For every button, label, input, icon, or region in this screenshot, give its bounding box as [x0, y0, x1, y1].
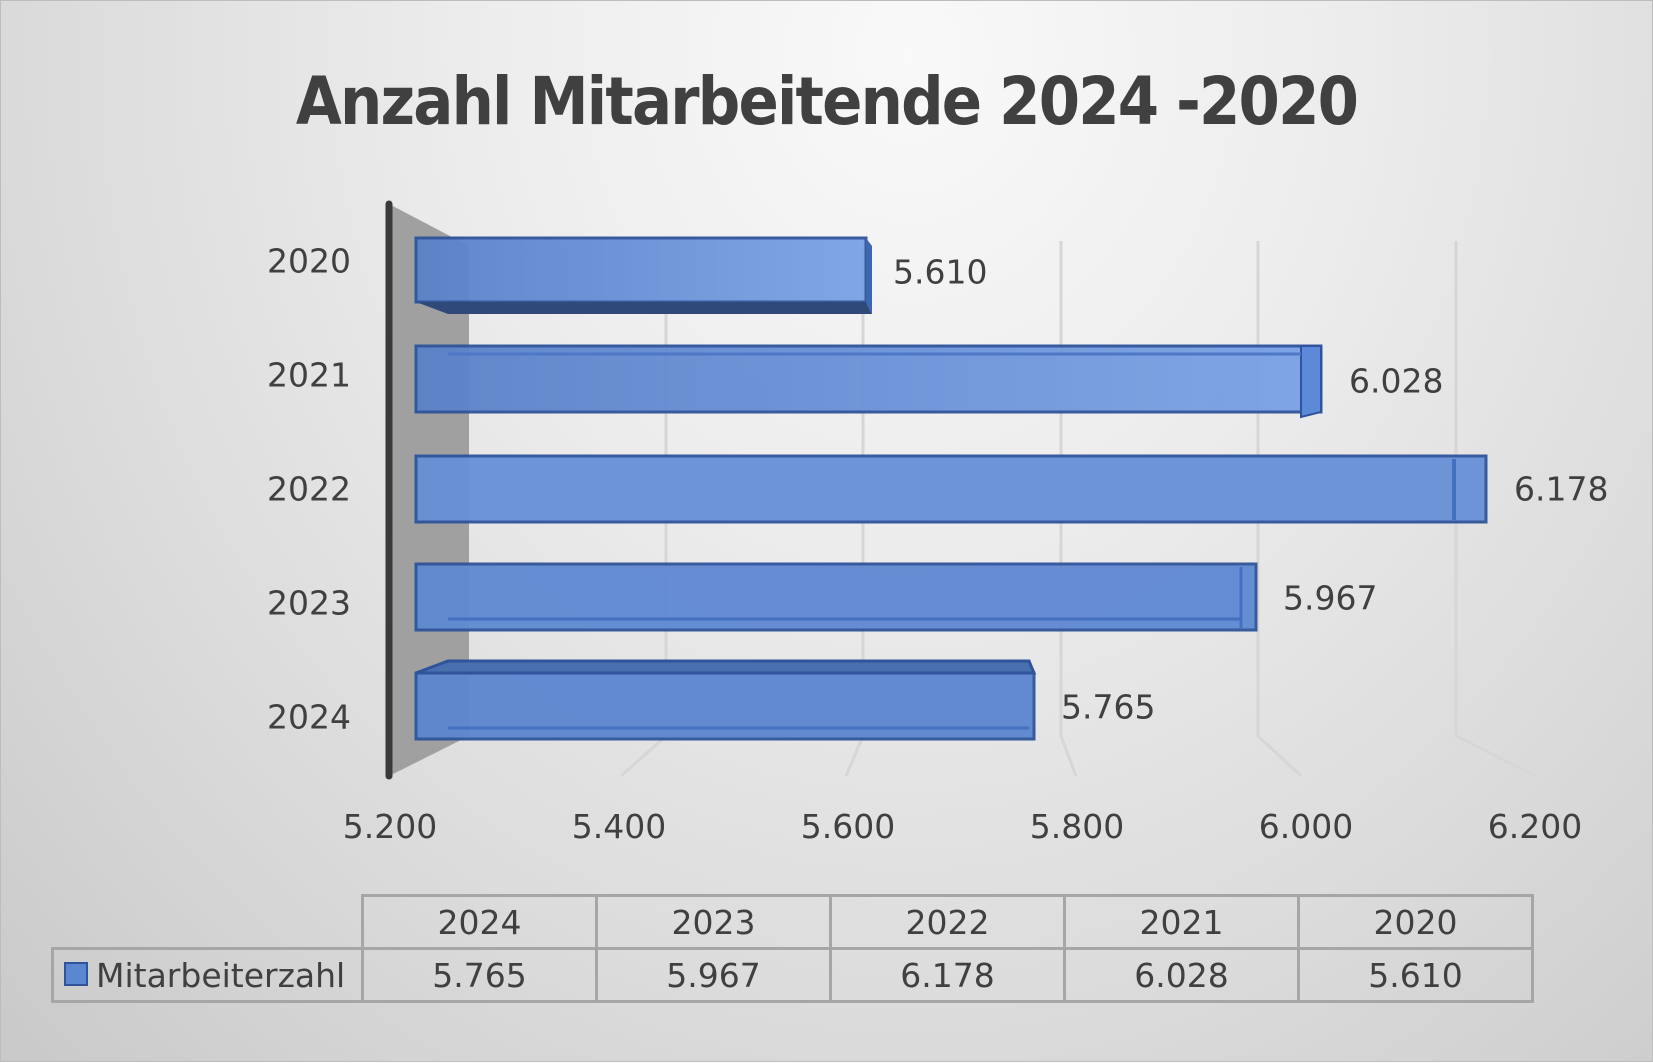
x-tick-label: 5.800	[1029, 807, 1125, 846]
x-tick-label: 5.200	[342, 807, 438, 846]
y-tick-label: 2021	[267, 355, 351, 395]
x-tick-label: 6.200	[1487, 807, 1583, 846]
y-tick-label: 2020	[267, 241, 351, 281]
data-table-cell: 6.178	[829, 947, 1066, 1003]
data-table: 2024 2023 2022 2021 2020 Mitarbeiterzahl…	[51, 894, 1534, 1003]
y-tick-label: 2024	[267, 697, 351, 737]
data-label-2021: 6.028	[1349, 361, 1444, 401]
bar-2021[interactable]	[414, 344, 1323, 419]
y-tick-label: 2023	[267, 583, 351, 623]
data-table-header: 2020	[1297, 894, 1534, 950]
data-table-header: 2023	[595, 894, 832, 950]
data-table-cell: 6.028	[1063, 947, 1300, 1003]
chart-title: Anzahl Mitarbeitende 2024 -2020	[295, 63, 1359, 140]
data-table-header: 2021	[1063, 894, 1300, 950]
x-tick-label: 5.400	[571, 807, 667, 846]
data-table-cell: 5.967	[595, 947, 832, 1003]
data-label-2022: 6.178	[1514, 469, 1609, 509]
bar-2023[interactable]	[414, 562, 1258, 632]
data-label-2024: 5.765	[1061, 687, 1156, 727]
data-table-corner	[53, 896, 363, 949]
data-table-row: Mitarbeiterzahl 5.765 5.967 6.178 6.028 …	[51, 947, 1534, 1003]
x-tick-label: 5.600	[800, 807, 896, 846]
data-table-cell: 5.765	[361, 947, 598, 1003]
data-table-header-row: 2024 2023 2022 2021 2020	[53, 894, 1534, 950]
data-label-2023: 5.967	[1283, 578, 1378, 618]
data-table-cell: 5.610	[1297, 947, 1534, 1003]
y-tick-label: 2022	[267, 469, 351, 509]
x-tick-label: 6.000	[1258, 807, 1354, 846]
series-name: Mitarbeiterzahl	[96, 955, 346, 995]
data-label-2020: 5.610	[893, 252, 988, 292]
bar-2024[interactable]	[414, 659, 1037, 741]
bar-2022[interactable]	[414, 454, 1488, 524]
data-table-header: 2022	[829, 894, 1066, 950]
legend-entry: Mitarbeiterzahl	[51, 947, 364, 1003]
legend-swatch-icon	[64, 962, 88, 986]
bar-2020[interactable]	[414, 236, 872, 314]
data-table-header: 2024	[361, 894, 598, 950]
